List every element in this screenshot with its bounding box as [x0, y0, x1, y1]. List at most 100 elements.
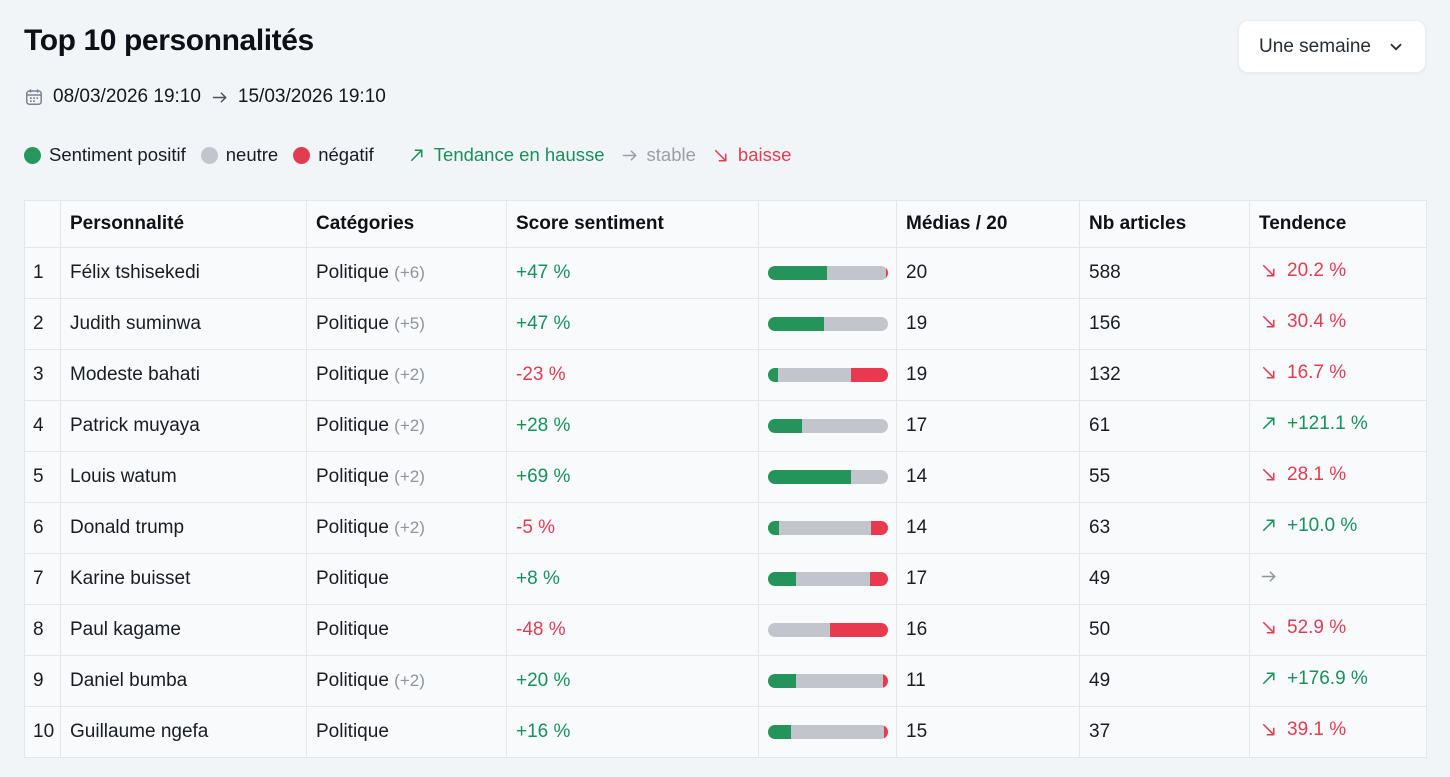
- date-range-end: 15/03/2026 19:10: [237, 86, 386, 107]
- legend: Sentiment positif neutre négatif Tendanc…: [24, 144, 1426, 166]
- category-extra: (+2): [394, 671, 425, 690]
- trend-value: 52.9 %: [1287, 616, 1347, 638]
- category-extra: (+2): [394, 467, 425, 486]
- legend-item-trend-stable: stable: [620, 144, 696, 166]
- articles-cell: 55: [1079, 451, 1250, 503]
- articles-cell: 50: [1079, 604, 1250, 656]
- neutral-dot-icon: [200, 146, 218, 164]
- articles-cell: 156: [1079, 298, 1250, 350]
- table-row[interactable]: 8 Paul kagame Politique -48 % 16 50 52.9 %: [24, 604, 1427, 656]
- sentiment-score: -5 %: [506, 502, 759, 554]
- category-cell: Politique: [306, 604, 507, 656]
- category-cell: Politique (+2): [306, 502, 507, 554]
- category-cell: Politique (+2): [306, 349, 507, 401]
- trend-value: 30.4 %: [1287, 310, 1347, 332]
- articles-cell: 588: [1079, 247, 1250, 299]
- trend-flat-icon: [1259, 567, 1278, 586]
- trend-value: 16.7 %: [1287, 361, 1347, 383]
- period-selector-label: Une semaine: [1259, 35, 1371, 57]
- sentiment-bar-cell: [758, 553, 897, 605]
- sentiment-score: -48 %: [506, 604, 759, 656]
- rank-cell: 9: [24, 655, 61, 707]
- trend-cell: 30.4 %: [1249, 298, 1427, 350]
- sentiment-score: +8 %: [506, 553, 759, 605]
- trend-cell: 52.9 %: [1249, 604, 1427, 656]
- table-row[interactable]: 9 Daniel bumba Politique (+2) +20 % 11 49 +176…: [24, 655, 1427, 707]
- table-row[interactable]: 10 Guillaume ngefa Politique +16 % 15 37 39.1 …: [24, 706, 1427, 758]
- positive-dot-icon: [24, 146, 41, 164]
- rank-cell: 1: [24, 247, 61, 299]
- trend-down-icon: [711, 146, 730, 165]
- category-cell: Politique (+5): [306, 298, 507, 350]
- header: Top 10 personnalités Une semaine: [24, 20, 1426, 73]
- sentiment-score: +47 %: [506, 247, 759, 299]
- trend-down-icon: [1259, 465, 1278, 484]
- sentiment-bar-cell: [758, 706, 897, 758]
- legend-label: neutre: [225, 144, 279, 165]
- header-score: Score sentiment: [506, 200, 759, 248]
- trend-up-icon: [407, 146, 426, 165]
- trend-cell: +121.1 %: [1249, 400, 1427, 452]
- category-cell: Politique (+2): [306, 400, 507, 452]
- sentiment-score: -23 %: [506, 349, 759, 401]
- sentiment-bar-cell: [758, 400, 897, 452]
- sentiment-bar: [768, 317, 888, 331]
- sentiment-bar: [768, 674, 888, 688]
- page-title: Top 10 personnalités: [24, 24, 314, 57]
- table-row[interactable]: 4 Patrick muyaya Politique (+2) +28 % 17 61 +1…: [24, 400, 1427, 452]
- trend-up-icon: [1259, 669, 1278, 688]
- dashboard: Top 10 personnalités Une semaine 08/03/2…: [24, 20, 1427, 758]
- medias-cell: 16: [896, 604, 1080, 656]
- legend-item-trend-down: baisse: [711, 144, 791, 166]
- legend-item-positive: Sentiment positif: [24, 144, 186, 166]
- date-range-start: 08/03/2026 19:10: [53, 86, 201, 107]
- legend-label: baisse: [737, 144, 792, 165]
- period-selector[interactable]: Une semaine: [1238, 20, 1426, 73]
- category-extra: (+5): [394, 314, 425, 333]
- personality-name: Félix tshisekedi: [60, 247, 307, 299]
- articles-cell: 132: [1079, 349, 1250, 401]
- trend-value: 28.1 %: [1287, 463, 1347, 485]
- header-categories: Catégories: [306, 200, 507, 248]
- articles-cell: 61: [1079, 400, 1250, 452]
- trend-cell: 28.1 %: [1249, 451, 1427, 503]
- category-cell: Politique: [306, 553, 507, 605]
- category-cell: Politique (+2): [306, 451, 507, 503]
- personality-name: Louis watum: [60, 451, 307, 503]
- sentiment-bar: [768, 266, 888, 280]
- sentiment-bar-cell: [758, 655, 897, 707]
- trend-value: 20.2 %: [1287, 259, 1347, 281]
- rank-cell: 7: [24, 553, 61, 605]
- sentiment-bar: [768, 368, 888, 382]
- header-bar: [758, 200, 897, 248]
- sentiment-score: +47 %: [506, 298, 759, 350]
- sentiment-bar: [768, 470, 888, 484]
- table-row[interactable]: 6 Donald trump Politique (+2) -5 % 14 63 +10.0…: [24, 502, 1427, 554]
- header-trend: Tendence: [1249, 200, 1427, 248]
- table-row[interactable]: 2 Judith suminwa Politique (+5) +47 % 19 156 3…: [24, 298, 1427, 350]
- medias-cell: 19: [896, 298, 1080, 350]
- medias-cell: 20: [896, 247, 1080, 299]
- personality-name: Paul kagame: [60, 604, 307, 656]
- rank-cell: 3: [24, 349, 61, 401]
- table-row[interactable]: 5 Louis watum Politique (+2) +69 % 14 55 28.1 …: [24, 451, 1427, 503]
- sentiment-score: +16 %: [506, 706, 759, 758]
- personality-name: Daniel bumba: [60, 655, 307, 707]
- category-extra: (+2): [394, 416, 425, 435]
- header-personality: Personnalité: [60, 200, 307, 248]
- date-range[interactable]: 08/03/2026 19:10 15/03/2026 19:10: [24, 86, 1426, 108]
- medias-cell: 19: [896, 349, 1080, 401]
- sentiment-bar: [768, 419, 888, 433]
- personality-name: Donald trump: [60, 502, 307, 554]
- table-row[interactable]: 1 Félix tshisekedi Politique (+6) +47 % 20 58…: [24, 247, 1427, 299]
- sentiment-bar: [768, 623, 888, 637]
- personality-name: Guillaume ngefa: [60, 706, 307, 758]
- legend-label: stable: [646, 144, 696, 165]
- category-cell: Politique (+2): [306, 655, 507, 707]
- header-rank: [24, 200, 61, 248]
- table-row[interactable]: 3 Modeste bahati Politique (+2) -23 % 19 132 1…: [24, 349, 1427, 401]
- table-row[interactable]: 7 Karine buisset Politique +8 % 17 49: [24, 553, 1427, 605]
- medias-cell: 17: [896, 400, 1080, 452]
- sentiment-bar-cell: [758, 604, 897, 656]
- category-extra: (+6): [394, 263, 425, 282]
